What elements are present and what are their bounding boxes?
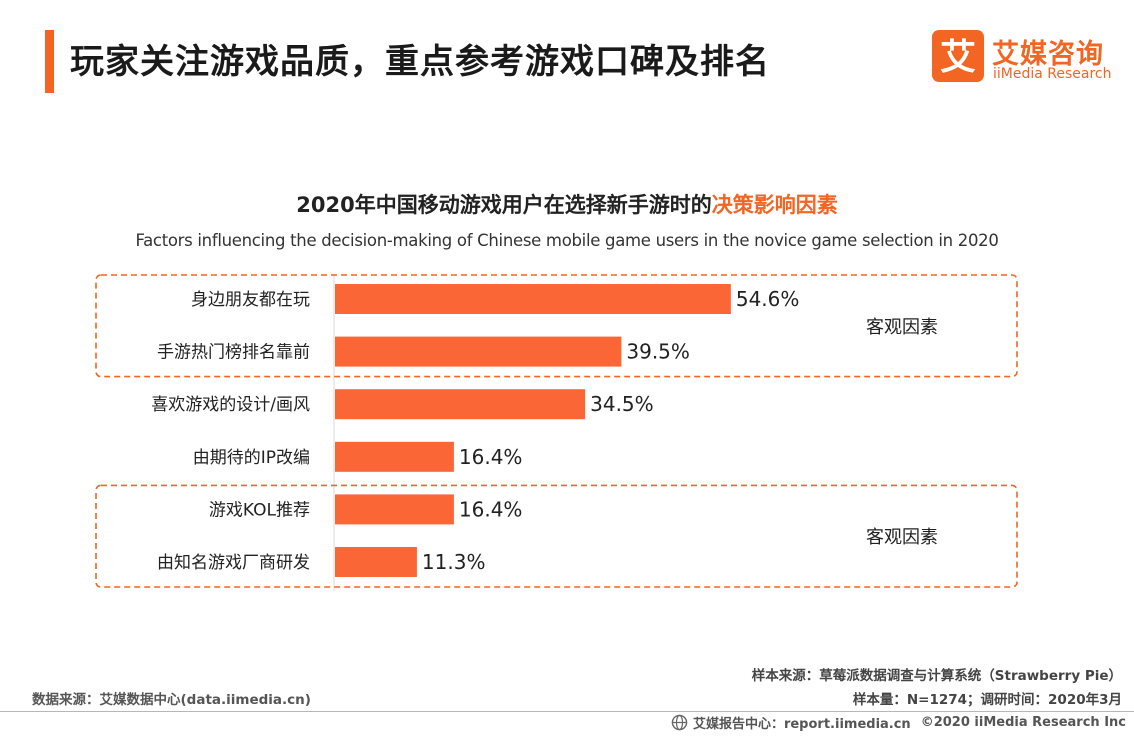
sample-source: 样本来源：草莓派数据调查与计算系统（Strawberry Pie） <box>751 668 1122 684</box>
logo-chinese-name: 艾媒咨询 <box>992 39 1104 70</box>
footer-divider <box>0 711 1134 712</box>
footer: 艾媒报告中心：report.iimedia.cn ©2020 iiMedia R… <box>671 713 1126 732</box>
iimedia-logo: 艾 艾媒咨询 iiMedia Research <box>932 30 1122 90</box>
data-source: 数据来源：艾媒数据中心(data.iimedia.cn) <box>32 692 311 708</box>
chart-subtitle: Factors influencing the decision-making … <box>135 231 999 250</box>
group-box <box>95 274 1018 378</box>
group-box <box>95 484 1018 588</box>
logo-mark-glyph: 艾 <box>940 37 976 78</box>
bar <box>335 494 454 525</box>
sample-size: 样本量：N=1274；调研时间：2020年3月 <box>852 692 1122 708</box>
category-label: 手游热门榜排名靠前 <box>157 343 310 363</box>
bar <box>335 547 417 577</box>
bar <box>335 336 622 367</box>
category-label: 游戏KOL推荐 <box>209 500 310 520</box>
report-center: 艾媒报告中心：report.iimedia.cn <box>692 717 911 732</box>
chart-title: 2020年中国移动游戏用户在选择新手游时的决策影响因素 <box>0 189 1134 219</box>
group-label: 客观因素 <box>866 527 938 548</box>
bar-value-label: 16.4% <box>459 445 523 469</box>
category-label: 身边朋友都在玩 <box>191 290 310 310</box>
bar-value-label: 54.6% <box>736 287 800 311</box>
globe-icon <box>671 714 688 731</box>
bar-value-label: 34.5% <box>590 392 654 416</box>
category-label: 由期待的IP改编 <box>193 448 310 468</box>
title-accent-bar <box>45 30 54 93</box>
logo-english-name: iiMedia Research <box>993 66 1112 82</box>
bar-value-label: 11.3% <box>422 550 486 574</box>
page-title: 玩家关注游戏品质，重点参考游戏口碑及排名 <box>70 42 770 82</box>
bar <box>335 389 586 420</box>
bar <box>335 284 731 314</box>
bar <box>335 441 454 472</box>
bar-value-label: 39.5% <box>626 340 690 364</box>
sample-info: 样本来源：草莓派数据调查与计算系统（Strawberry Pie） 样本量：N=… <box>752 664 1122 712</box>
logo-mark-icon: 艾 <box>932 30 984 82</box>
category-label: 由知名游戏厂商研发 <box>157 553 310 573</box>
group-label: 客观因素 <box>866 317 938 338</box>
chart-title-highlight: 决策影响因素 <box>711 193 838 217</box>
chart-title-prefix: 2020年中国移动游戏用户在选择新手游时的 <box>296 193 712 217</box>
copyright: ©2020 iiMedia Research Inc <box>920 715 1126 730</box>
bar-value-label: 16.4% <box>459 497 523 521</box>
category-label: 喜欢游戏的设计/画风 <box>151 395 310 415</box>
